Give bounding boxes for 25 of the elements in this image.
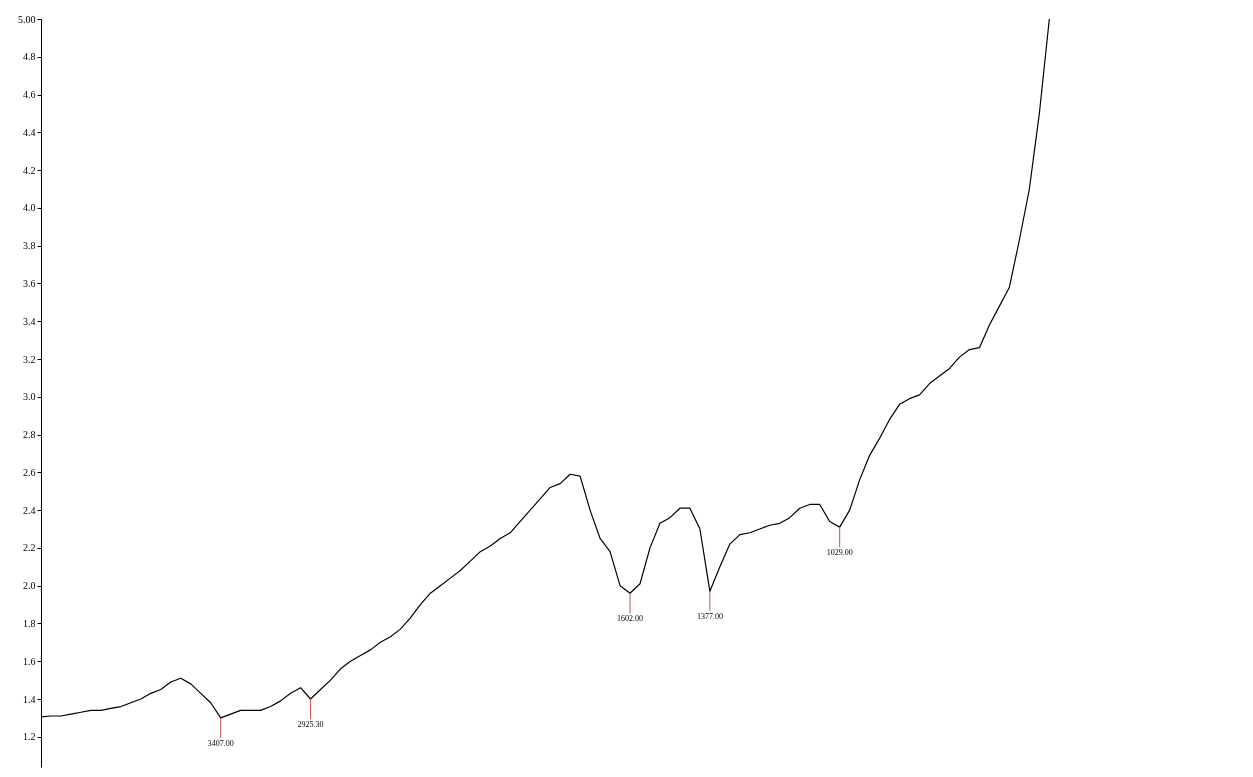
y-tick-label: 5.00 <box>18 13 36 25</box>
annotation: 2925.30 <box>297 720 324 729</box>
annotation: 1377.00 <box>696 612 723 622</box>
y-tick-label: 4.8 <box>23 51 36 63</box>
y-tick-label: 2.2 <box>23 542 36 554</box>
annotation: 3407.00 <box>207 738 234 748</box>
y-tick-label: 1.6 <box>23 655 36 667</box>
annotation: 1029.00 <box>826 548 853 558</box>
annotation: 1602.00 <box>617 614 644 624</box>
y-tick-label: 4.6 <box>23 89 36 101</box>
y-tick-label: 2.6 <box>23 466 36 478</box>
y-tick-label: 4.2 <box>23 164 36 176</box>
y-tick-label: 1.2 <box>23 731 36 743</box>
y-tick-label: 3.0 <box>23 391 36 403</box>
y-tick-label: 3.8 <box>23 240 36 252</box>
y-tick-label: 4.0 <box>23 202 36 214</box>
y-tick-label: 3.4 <box>23 315 36 327</box>
y-tick-label: 3.6 <box>23 277 36 289</box>
y-tick-label: 1.4 <box>23 693 36 705</box>
y-tick-label: 2.8 <box>23 429 36 441</box>
y-tick-label: 3.2 <box>23 353 36 365</box>
y-tick-label: 4.4 <box>23 126 36 138</box>
y-tick-label: 1.8 <box>23 617 36 629</box>
y-tick-label: 2.0 <box>23 580 36 592</box>
y-tick-label: 2.4 <box>23 504 36 516</box>
